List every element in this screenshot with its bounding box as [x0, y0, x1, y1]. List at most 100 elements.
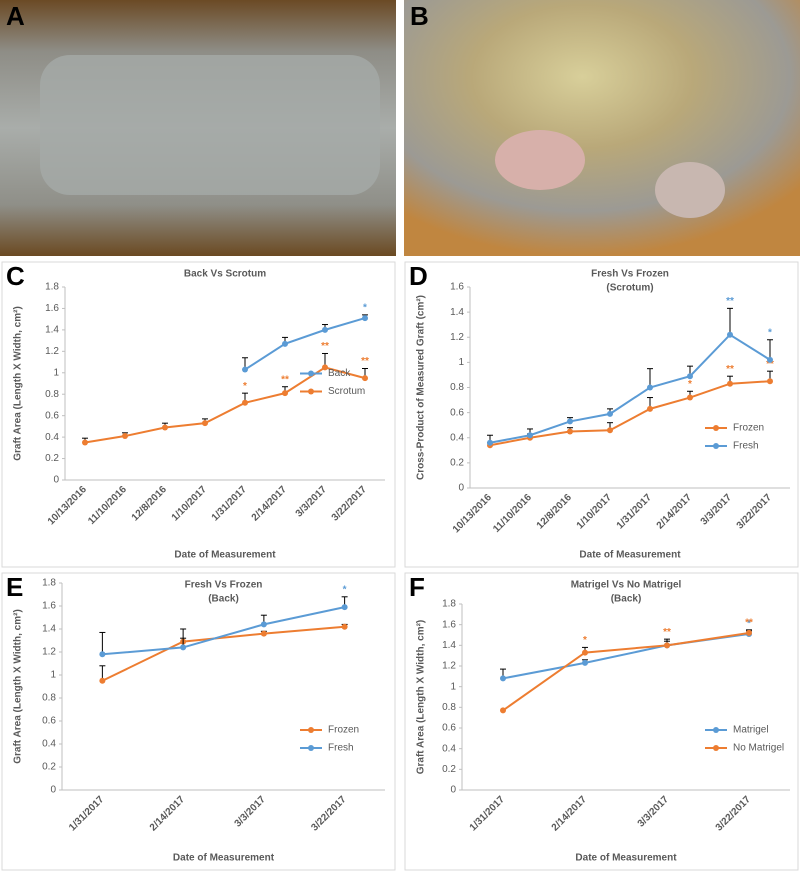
- legend-marker: [713, 745, 719, 751]
- chart-title: Matrigel Vs No Matrigel: [571, 580, 682, 591]
- legend-marker: [713, 443, 719, 449]
- point: [322, 326, 328, 333]
- y-tick-label: 0.6: [442, 723, 456, 734]
- significance: **: [663, 627, 671, 638]
- point: [322, 364, 328, 371]
- y-axis-title: Cross-Product of Measured Graft (cm²): [416, 295, 427, 480]
- point: [99, 651, 106, 658]
- y-tick-label: 0: [53, 475, 59, 486]
- significance: *: [343, 584, 347, 595]
- x-tick-label: 3/22/2017: [309, 794, 349, 834]
- point: [242, 399, 248, 406]
- legend-marker: [308, 745, 314, 751]
- y-tick-label: 0.2: [442, 764, 456, 775]
- panel-label: A: [6, 1, 25, 31]
- y-tick-label: 1.8: [42, 578, 56, 589]
- y-tick-label: 1: [450, 681, 456, 692]
- x-axis-title: Date of Measurement: [173, 853, 275, 864]
- legend-label: Fresh: [328, 743, 354, 754]
- y-tick-label: 0: [458, 483, 464, 494]
- point: [500, 675, 506, 682]
- series-line: [502, 631, 750, 712]
- y-tick-label: 0.2: [45, 453, 59, 464]
- y-tick-label: 1: [458, 357, 464, 368]
- point: [767, 378, 773, 385]
- significance: *: [363, 303, 367, 314]
- point: [99, 677, 106, 684]
- point: [180, 644, 187, 651]
- x-tick-label: 1/31/2017: [615, 492, 655, 532]
- y-tick-label: 1.8: [442, 599, 456, 610]
- point: [607, 410, 613, 417]
- x-tick-label: 11/10/2016: [491, 492, 534, 535]
- point: [362, 315, 368, 322]
- y-tick-label: 0.4: [45, 432, 59, 443]
- point: [341, 604, 348, 611]
- y-tick-label: 1.6: [450, 282, 464, 293]
- significance: *: [243, 381, 247, 392]
- point: [746, 629, 752, 636]
- y-tick-label: 1.6: [45, 303, 59, 314]
- point: [687, 394, 693, 401]
- point: [282, 340, 288, 347]
- point: [664, 642, 670, 649]
- chart-subtitle: (Back): [208, 594, 239, 605]
- point: [500, 707, 506, 714]
- panel-label: E: [6, 572, 23, 602]
- x-tick-label: 1/31/2017: [210, 484, 250, 524]
- y-tick-label: 1.8: [45, 282, 59, 293]
- series-line: [502, 632, 750, 680]
- x-tick-label: 12/8/2016: [130, 484, 170, 524]
- x-axis-title: Date of Measurement: [575, 853, 677, 864]
- y-axis-title: Graft Area (Length X Width, cm²): [416, 620, 427, 775]
- point: [567, 418, 573, 425]
- x-tick-label: 3/3/2017: [699, 492, 735, 528]
- y-tick-label: 1: [53, 367, 59, 378]
- point: [607, 427, 613, 434]
- x-tick-label: 1/31/2017: [67, 794, 107, 834]
- x-tick-label: 3/22/2017: [330, 484, 370, 524]
- point: [727, 331, 733, 338]
- point: [487, 439, 493, 446]
- point: [582, 649, 588, 656]
- point: [727, 380, 733, 387]
- y-tick-label: 0.6: [42, 716, 56, 727]
- series-line: [489, 380, 771, 447]
- significance: *: [688, 379, 692, 390]
- x-tick-label: 2/14/2017: [655, 492, 695, 532]
- legend-label: No Matrigel: [733, 743, 784, 754]
- panel-border: [404, 572, 799, 871]
- point: [647, 405, 653, 412]
- panel-label: B: [410, 1, 429, 31]
- chart-title: Back Vs Scrotum: [184, 269, 266, 280]
- legend-label: Scrotum: [328, 386, 365, 397]
- y-tick-label: 0.8: [442, 702, 456, 713]
- y-tick-label: 0.8: [42, 693, 56, 704]
- legend-label: Back: [328, 368, 351, 379]
- series-line: [489, 333, 771, 444]
- y-tick-label: 0.6: [45, 410, 59, 421]
- y-tick-label: 0.8: [45, 389, 59, 400]
- x-tick-label: 3/3/2017: [294, 484, 330, 520]
- point: [362, 375, 368, 382]
- y-tick-label: 1.4: [42, 624, 56, 635]
- x-tick-label: 1/10/2017: [575, 492, 615, 532]
- point: [687, 373, 693, 380]
- y-tick-label: 1.4: [45, 325, 59, 336]
- series-line: [102, 606, 345, 656]
- x-tick-label: 1/10/2017: [170, 484, 210, 524]
- significance: **: [766, 359, 774, 370]
- y-tick-label: 1.2: [450, 332, 464, 343]
- point: [767, 356, 773, 363]
- legend-marker: [308, 727, 314, 733]
- point: [567, 428, 573, 435]
- y-tick-label: 0: [50, 785, 56, 796]
- significance: *: [768, 327, 772, 338]
- y-tick-label: 0.2: [42, 762, 56, 773]
- y-tick-label: 1.4: [450, 307, 464, 318]
- point: [341, 623, 348, 630]
- x-axis-title: Date of Measurement: [579, 550, 681, 561]
- significance: **: [321, 341, 329, 352]
- x-tick-label: 3/22/2017: [714, 794, 754, 834]
